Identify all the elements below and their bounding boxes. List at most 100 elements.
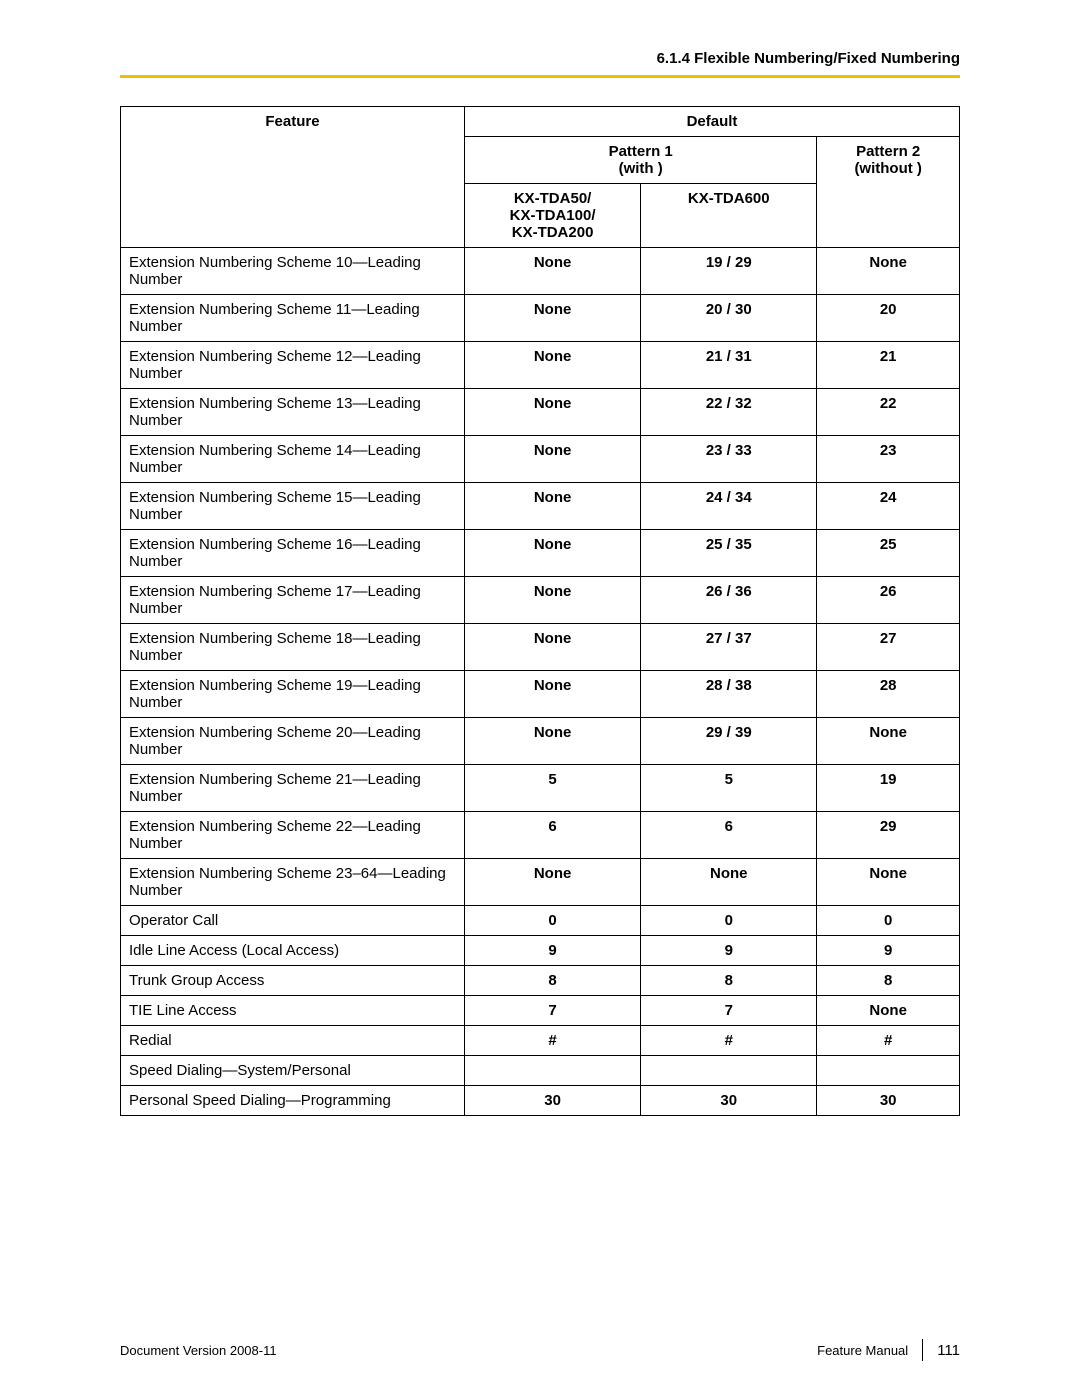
table-row: Extension Numbering Scheme 15—Leading Nu… — [121, 483, 960, 530]
cell-col2: 22 / 32 — [641, 389, 817, 436]
cell-col1: 9 — [464, 936, 640, 966]
cell-col1: None — [464, 483, 640, 530]
cell-feature: Extension Numbering Scheme 18—Leading Nu… — [121, 624, 465, 671]
th-default: Default — [464, 107, 959, 137]
cell-col3: 22 — [817, 389, 960, 436]
cell-col2: 24 / 34 — [641, 483, 817, 530]
cell-col3: 23 — [817, 436, 960, 483]
table-row: Extension Numbering Scheme 20—Leading Nu… — [121, 718, 960, 765]
th-sub2: KX-TDA600 — [641, 184, 817, 248]
table-row: Extension Numbering Scheme 22—Leading Nu… — [121, 812, 960, 859]
cell-col2: 30 — [641, 1086, 817, 1116]
cell-feature: Redial — [121, 1026, 465, 1056]
cell-feature: Extension Numbering Scheme 21—Leading Nu… — [121, 765, 465, 812]
cell-feature: Extension Numbering Scheme 17—Leading Nu… — [121, 577, 465, 624]
cell-col2: 6 — [641, 812, 817, 859]
page-number: 111 — [937, 1342, 960, 1359]
cell-col3: # — [817, 1026, 960, 1056]
cell-feature: Extension Numbering Scheme 22—Leading Nu… — [121, 812, 465, 859]
cell-col2: 8 — [641, 966, 817, 996]
cell-col2: 28 / 38 — [641, 671, 817, 718]
table-row: Redial### — [121, 1026, 960, 1056]
th-pattern2: Pattern 2 (without ) — [817, 137, 960, 248]
doc-version: Document Version 2008-11 — [120, 1343, 277, 1358]
cell-feature: Operator Call — [121, 906, 465, 936]
section-header: 6.1.4 Flexible Numbering/Fixed Numbering — [120, 50, 960, 75]
table-row: Extension Numbering Scheme 21—Leading Nu… — [121, 765, 960, 812]
table-row: Operator Call000 — [121, 906, 960, 936]
table-row: Personal Speed Dialing—Programming303030 — [121, 1086, 960, 1116]
cell-col1: None — [464, 671, 640, 718]
cell-feature: Extension Numbering Scheme 19—Leading Nu… — [121, 671, 465, 718]
th-feature: Feature — [121, 107, 465, 248]
cell-col1: 7 — [464, 996, 640, 1026]
cell-feature: Extension Numbering Scheme 15—Leading Nu… — [121, 483, 465, 530]
cell-col3: 26 — [817, 577, 960, 624]
cell-col1: None — [464, 624, 640, 671]
cell-feature: Extension Numbering Scheme 16—Leading Nu… — [121, 530, 465, 577]
cell-col2: 23 / 33 — [641, 436, 817, 483]
cell-col3: 27 — [817, 624, 960, 671]
cell-col2: 27 / 37 — [641, 624, 817, 671]
cell-col3: 30 — [817, 1086, 960, 1116]
cell-feature: Extension Numbering Scheme 10—Leading Nu… — [121, 248, 465, 295]
cell-col2: 19 / 29 — [641, 248, 817, 295]
cell-col1: 5 — [464, 765, 640, 812]
table-row: Extension Numbering Scheme 23–64—Leading… — [121, 859, 960, 906]
cell-col3: None — [817, 248, 960, 295]
th-pattern1-label: Pattern 1 — [609, 143, 673, 160]
table-row: Trunk Group Access888 — [121, 966, 960, 996]
cell-col2: 7 — [641, 996, 817, 1026]
cell-col1: 0 — [464, 906, 640, 936]
cell-col3: 28 — [817, 671, 960, 718]
table-row: Idle Line Access (Local Access)999 — [121, 936, 960, 966]
manual-label: Feature Manual — [817, 1343, 908, 1358]
table-row: Extension Numbering Scheme 14—Leading Nu… — [121, 436, 960, 483]
cell-col2: 20 / 30 — [641, 295, 817, 342]
cell-col1: None — [464, 295, 640, 342]
cell-col2: 29 / 39 — [641, 718, 817, 765]
cell-col1: None — [464, 389, 640, 436]
cell-col2: 21 / 31 — [641, 342, 817, 389]
cell-feature: Extension Numbering Scheme 14—Leading Nu… — [121, 436, 465, 483]
cell-col2: 26 / 36 — [641, 577, 817, 624]
cell-col2: 25 / 35 — [641, 530, 817, 577]
table-row: Extension Numbering Scheme 16—Leading Nu… — [121, 530, 960, 577]
footer-separator — [922, 1339, 923, 1361]
cell-col1: None — [464, 530, 640, 577]
cell-feature: Extension Numbering Scheme 23–64—Leading… — [121, 859, 465, 906]
th-sub1: KX-TDA50/ KX-TDA100/ KX-TDA200 — [464, 184, 640, 248]
cell-col2 — [641, 1056, 817, 1086]
cell-feature: Idle Line Access (Local Access) — [121, 936, 465, 966]
table-row: Extension Numbering Scheme 18—Leading Nu… — [121, 624, 960, 671]
cell-col3: 25 — [817, 530, 960, 577]
cell-col1: None — [464, 859, 640, 906]
cell-feature: Extension Numbering Scheme 13—Leading Nu… — [121, 389, 465, 436]
cell-col1: None — [464, 342, 640, 389]
cell-col3: 21 — [817, 342, 960, 389]
cell-feature: Extension Numbering Scheme 12—Leading Nu… — [121, 342, 465, 389]
cell-col2: 0 — [641, 906, 817, 936]
page-footer: Document Version 2008-11 Feature Manual … — [120, 1339, 960, 1361]
cell-col2: 9 — [641, 936, 817, 966]
cell-col3: 9 — [817, 936, 960, 966]
th-pattern2-sub: (without ) — [854, 160, 921, 177]
numbering-table: Feature Default Pattern 1 (with ) Patter… — [120, 106, 960, 1116]
cell-col1: None — [464, 577, 640, 624]
cell-col1: 30 — [464, 1086, 640, 1116]
table-row: Extension Numbering Scheme 19—Leading Nu… — [121, 671, 960, 718]
cell-col3: 24 — [817, 483, 960, 530]
cell-col1: 8 — [464, 966, 640, 996]
cell-col1: # — [464, 1026, 640, 1056]
table-row: Speed Dialing—System/Personal — [121, 1056, 960, 1086]
cell-feature: Trunk Group Access — [121, 966, 465, 996]
cell-feature: TIE Line Access — [121, 996, 465, 1026]
cell-col3 — [817, 1056, 960, 1086]
cell-col2: 5 — [641, 765, 817, 812]
cell-col3: None — [817, 996, 960, 1026]
table-row: Extension Numbering Scheme 10—Leading Nu… — [121, 248, 960, 295]
table-row: Extension Numbering Scheme 17—Leading Nu… — [121, 577, 960, 624]
cell-col3: 29 — [817, 812, 960, 859]
header-rule — [120, 75, 960, 78]
cell-feature: Speed Dialing—System/Personal — [121, 1056, 465, 1086]
